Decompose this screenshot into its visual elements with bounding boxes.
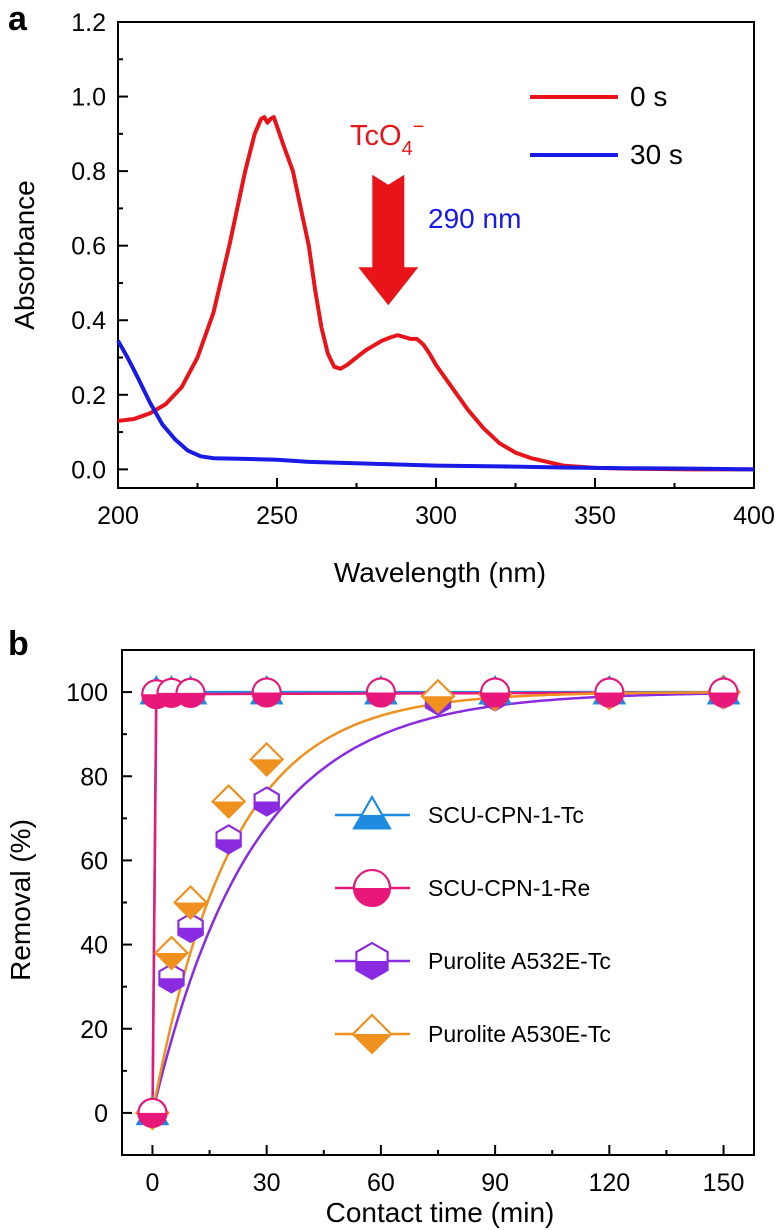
panel-b-markers [135, 674, 741, 1131]
panel-a-ylabel: Absorbance [9, 180, 40, 329]
panel-a: a 200 250 300 350 400 0.0 0.2 0.4 0.6 0.8 1.0 1.2 0… [8, 0, 775, 588]
y-tick-label: 1.2 [71, 9, 106, 37]
panel-b-ylabel: Removal (%) [5, 819, 36, 981]
x-tick-label: 300 [415, 502, 457, 530]
panel-a-annotations: TcO4− 290 nm [350, 116, 521, 306]
panel-a-ticks: 200 250 300 350 400 0.0 0.2 0.4 0.6 0.8 1.0 1.2 [71, 9, 775, 530]
y-tick-label: 0.2 [71, 382, 106, 410]
absorbance-drop-arrow [358, 174, 419, 306]
data-point-purolite-a532e-tc [215, 824, 242, 855]
x-tick-label: 400 [733, 502, 775, 530]
data-point-scu-cpn-1-re [365, 677, 396, 708]
legend-label: Purolite A530E-Tc [428, 1021, 611, 1047]
y-tick-label: 0 [94, 1100, 108, 1128]
x-tick-label: 60 [367, 1169, 395, 1197]
y-tick-label: 100 [66, 679, 108, 707]
peak-label: 290 nm [428, 203, 521, 234]
x-tick-label: 250 [256, 502, 298, 530]
panel-a-legend: 0 s 30 s [530, 81, 683, 170]
data-point-purolite-a530e-tc [173, 885, 208, 920]
y-tick-label: 0.4 [71, 307, 106, 335]
x-tick-label: 30 [253, 1169, 281, 1197]
panel-a-letter: a [8, 0, 28, 38]
data-point-scu-cpn-1-re [137, 1097, 168, 1128]
data-point-scu-cpn-1-re [251, 677, 282, 708]
panel-b-ticks: 0 30 60 90 120 150 0 20 40 60 80 100 [66, 679, 744, 1197]
legend-label-30s: 30 s [630, 139, 683, 170]
legend-label: SCU-CPN-1-Tc [428, 802, 584, 828]
y-tick-label: 0.0 [71, 456, 106, 484]
data-point-scu-cpn-1-re [175, 677, 206, 708]
panel-b: b 0 30 60 90 120 150 0 20 40 60 80 100 SCU-CPN-1-Tc… [5, 625, 755, 1228]
fit-curve [151, 691, 724, 1114]
series-line-0s [117, 115, 754, 472]
x-tick-label: 350 [574, 502, 616, 530]
x-tick-label: 120 [588, 1169, 630, 1197]
data-point-purolite-a530e-tc [154, 935, 189, 971]
data-point-scu-cpn-1-re [480, 677, 511, 708]
panel-b-frame [121, 649, 755, 1156]
panel-b-xlabel: Contact time (min) [326, 1197, 555, 1228]
y-tick-label: 60 [80, 847, 108, 875]
fit-curve [151, 692, 724, 1114]
data-point-purolite-a530e-tc [249, 742, 285, 777]
panel-b-fit-curves [151, 690, 724, 1114]
legend-marker-diamond [351, 1013, 393, 1055]
y-tick-label: 80 [80, 763, 108, 791]
x-tick-label: 0 [146, 1169, 160, 1197]
legend-label: SCU-CPN-1-Re [428, 875, 590, 901]
data-point-purolite-a530e-tc [211, 784, 247, 819]
panel-a-xlabel: Wavelength (nm) [334, 557, 546, 588]
data-point-purolite-a530e-tc [420, 678, 456, 714]
fit-curve [151, 690, 724, 1113]
legend-marker-circle [353, 869, 391, 907]
legend-marker-hexagon [355, 941, 389, 981]
data-point-purolite-a532e-tc [253, 786, 280, 817]
x-tick-label: 90 [481, 1169, 509, 1197]
data-point-scu-cpn-1-re [594, 677, 625, 708]
y-tick-label: 0.8 [71, 158, 106, 186]
y-tick-label: 20 [80, 1016, 108, 1044]
y-tick-label: 1.0 [71, 84, 106, 112]
series-line-30s [116, 339, 755, 472]
fit-curve [151, 691, 724, 1113]
panel-b-letter: b [8, 625, 29, 663]
panel-b-legend: SCU-CPN-1-Tc SCU-CPN-1-Re Purolite A532E-T… [335, 794, 611, 1055]
data-point-purolite-a532e-tc [177, 912, 204, 943]
legend-marker-triangle [352, 794, 392, 830]
x-tick-label: 150 [703, 1169, 745, 1197]
x-tick-label: 200 [97, 502, 139, 530]
y-tick-label: 40 [80, 932, 108, 960]
ion-label: TcO4− [350, 116, 424, 160]
legend-label: Purolite A532E-Tc [428, 948, 611, 974]
data-point-purolite-a532e-tc [158, 963, 185, 994]
panel-a-series [116, 115, 755, 472]
legend-label-0s: 0 s [630, 81, 667, 112]
data-point-scu-cpn-1-re [708, 677, 739, 708]
y-tick-label: 0.6 [71, 233, 106, 261]
